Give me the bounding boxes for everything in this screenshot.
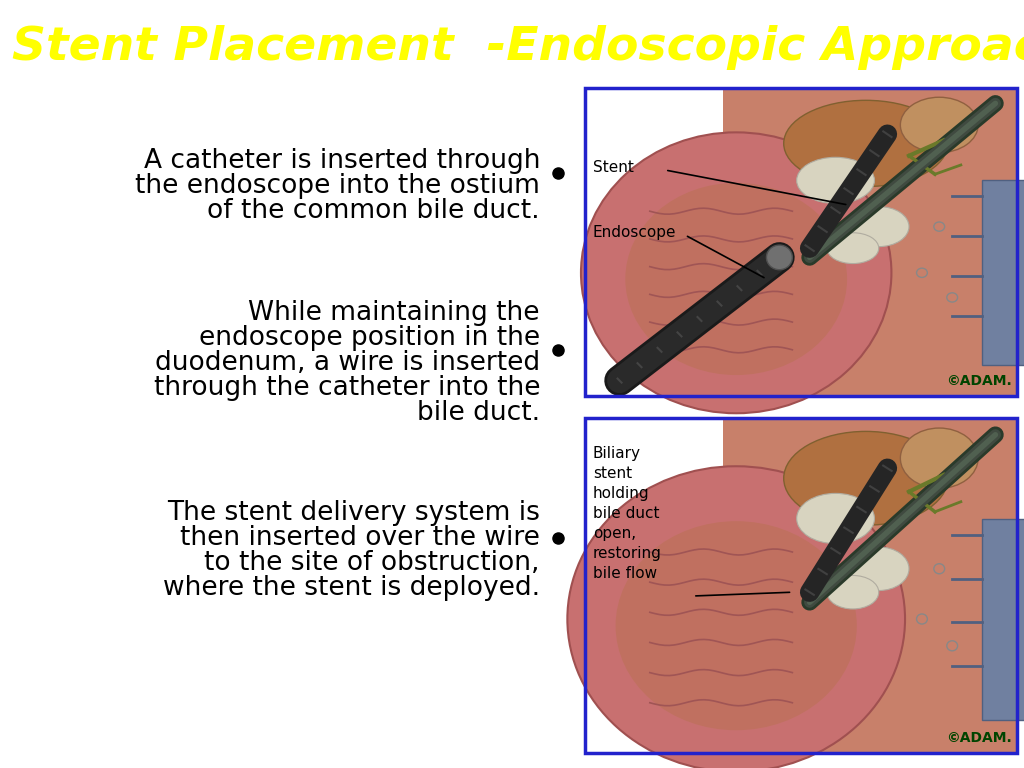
Text: to the site of obstruction,: to the site of obstruction, — [205, 550, 540, 576]
Text: Stent Placement  -Endoscopic Approach: Stent Placement -Endoscopic Approach — [12, 25, 1024, 71]
Ellipse shape — [766, 245, 793, 270]
Text: then inserted over the wire: then inserted over the wire — [180, 525, 540, 551]
Ellipse shape — [900, 98, 978, 153]
Text: bile duct: bile duct — [593, 506, 659, 521]
Text: of the common bile duct.: of the common bile duct. — [208, 198, 540, 224]
Text: Endoscope: Endoscope — [593, 226, 677, 240]
Bar — [585, 418, 723, 753]
Ellipse shape — [849, 207, 909, 247]
Text: Stent: Stent — [593, 161, 634, 176]
Text: restoring: restoring — [593, 546, 662, 561]
Text: duodenum, a wire is inserted: duodenum, a wire is inserted — [155, 350, 540, 376]
Ellipse shape — [900, 428, 978, 488]
Text: where the stent is deployed.: where the stent is deployed. — [163, 575, 540, 601]
Bar — [585, 88, 1017, 396]
Ellipse shape — [783, 101, 948, 187]
Text: Biliary: Biliary — [593, 446, 641, 461]
Text: the endoscope into the ostium: the endoscope into the ostium — [135, 173, 540, 199]
Bar — [982, 518, 1024, 720]
Text: open,: open, — [593, 526, 636, 541]
Ellipse shape — [849, 547, 909, 591]
Ellipse shape — [797, 493, 874, 544]
Ellipse shape — [581, 132, 892, 413]
Ellipse shape — [626, 183, 847, 375]
Bar — [585, 418, 1017, 753]
Ellipse shape — [827, 233, 879, 263]
Text: A catheter is inserted through: A catheter is inserted through — [143, 148, 540, 174]
Bar — [585, 88, 1017, 396]
Text: The stent delivery system is: The stent delivery system is — [167, 500, 540, 526]
Text: through the catheter into the: through the catheter into the — [154, 375, 540, 401]
Text: bile flow: bile flow — [593, 566, 657, 581]
Ellipse shape — [615, 521, 857, 730]
Text: bile duct.: bile duct. — [417, 400, 540, 426]
Text: stent: stent — [593, 466, 632, 481]
Ellipse shape — [567, 466, 905, 768]
Bar — [982, 180, 1024, 366]
Ellipse shape — [797, 157, 874, 204]
Bar — [585, 418, 1017, 753]
Text: While maintaining the: While maintaining the — [249, 300, 540, 326]
Ellipse shape — [783, 432, 948, 525]
Bar — [585, 88, 723, 396]
Text: ©ADAM.: ©ADAM. — [946, 374, 1012, 388]
Text: endoscope position in the: endoscope position in the — [199, 325, 540, 351]
Ellipse shape — [827, 575, 879, 609]
Text: ©ADAM.: ©ADAM. — [946, 731, 1012, 745]
Text: holding: holding — [593, 486, 649, 501]
